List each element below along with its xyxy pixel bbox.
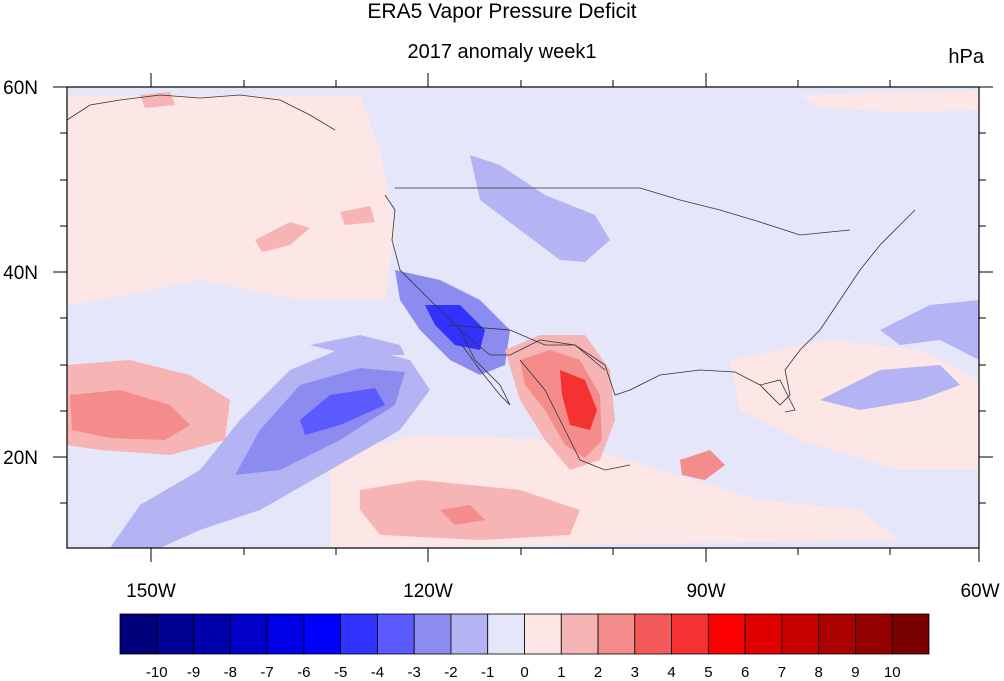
colorbar-label: -2 [444,664,457,681]
baja-california [459,329,511,406]
colorbar-swatch [229,613,268,655]
anomaly-region-caribbean-positive [680,450,725,480]
colorbar-swatch [450,613,489,655]
lon-label-120w: 120W [403,581,453,602]
colorbar-label: -9 [187,664,200,681]
anomaly-region-north-pink [800,90,979,112]
colorbar-label: 0 [520,664,528,681]
colorbar-label: -6 [297,664,310,681]
colorbar-label: -8 [224,664,237,681]
colorbar-swatch [266,613,305,655]
anomaly-region-north-positive-b [340,206,375,225]
anomaly-region-north-positive-a [255,222,310,252]
colorbar-swatch [707,613,746,655]
colorbar-swatch [744,613,783,655]
colorbar-label: 9 [851,664,859,681]
anomaly-region-mexico-positive-core [560,370,597,430]
alaska-coast [67,94,336,131]
colorbar-label: 7 [778,664,786,681]
colorbar-swatch [156,613,194,655]
colorbar-swatch [671,613,709,655]
chart-subtitle: 2017 anomaly week1 [407,41,597,63]
colorbar-label: -7 [260,664,273,681]
colorbar-swatch [340,613,378,655]
lat-label-40n: 40N [3,263,38,284]
colorbar-swatch [487,613,525,655]
colorbar-label: 6 [741,664,749,681]
florida [759,379,796,413]
anomaly-region-pacific-negative-core [300,388,385,435]
anomaly-region-atlantic-negative-b [820,365,960,410]
colorbar-swatch [818,613,856,655]
anomaly-region-top-positive [140,92,175,108]
anomaly-region-pacific-positive-core [70,390,190,440]
lon-ticks [150,73,980,562]
colorbar-swatch [303,613,342,655]
colorbar-swatch [193,613,231,655]
colorbar: -10 -9 -8 -7 -6 -5 -4 -3 -2 -1 0 1 2 3 4 5 6 7 8 9 10 [119,613,930,681]
us-border-north [395,187,851,236]
lon-label-90w: 90W [686,581,725,602]
anomaly-region-mexico-positive-mid [520,350,602,458]
lon-label-60w: 60W [960,581,999,602]
lat-ticks [53,86,993,504]
colorbar-label: 5 [704,664,712,681]
colorbar-label: 1 [557,664,565,681]
anomaly-region-west-negative-strip [310,335,405,355]
colorbar-label: 3 [631,664,639,681]
colorbar-label: -4 [371,664,384,681]
lat-label-60n: 60N [3,78,38,99]
colorbar-swatch [597,613,636,655]
colorbar-swatch [634,613,672,655]
colorbar-label: 10 [884,664,901,681]
us-mexico-border [447,324,606,371]
colorbar-swatch [891,613,930,655]
colorbar-label: -3 [408,664,421,681]
colorbar-swatch [781,613,820,655]
chart-title: ERA5 Vapor Pressure Deficit [367,0,637,23]
colorbar-swatch [377,613,415,655]
anomaly-region-atlantic-negative [880,300,979,360]
colorbar-label: -1 [481,664,494,681]
units-label: hPa [948,46,984,68]
colorbar-label: 8 [815,664,823,681]
lon-label-150w: 150W [126,581,176,602]
colorbar-label: -5 [334,664,347,681]
colorbar-swatch [413,613,452,655]
colorbar-swatch [524,613,562,655]
colorbar-swatch [855,613,893,655]
colorbar-swatch [560,613,599,655]
coastline-north-america [384,194,916,406]
anomaly-region-pacific-pink [67,95,395,305]
colorbar-label: -10 [146,664,168,681]
anomaly-region-south-positive-core [440,505,485,525]
anomaly-region-rockies-negative [470,155,610,262]
mexico-west-coast [519,359,631,471]
colorbar-label: 4 [667,664,675,681]
colorbar-label: 2 [594,664,602,681]
lat-label-20n: 20N [3,448,38,469]
anomaly-field [67,87,979,548]
colorbar-swatch [119,613,158,655]
